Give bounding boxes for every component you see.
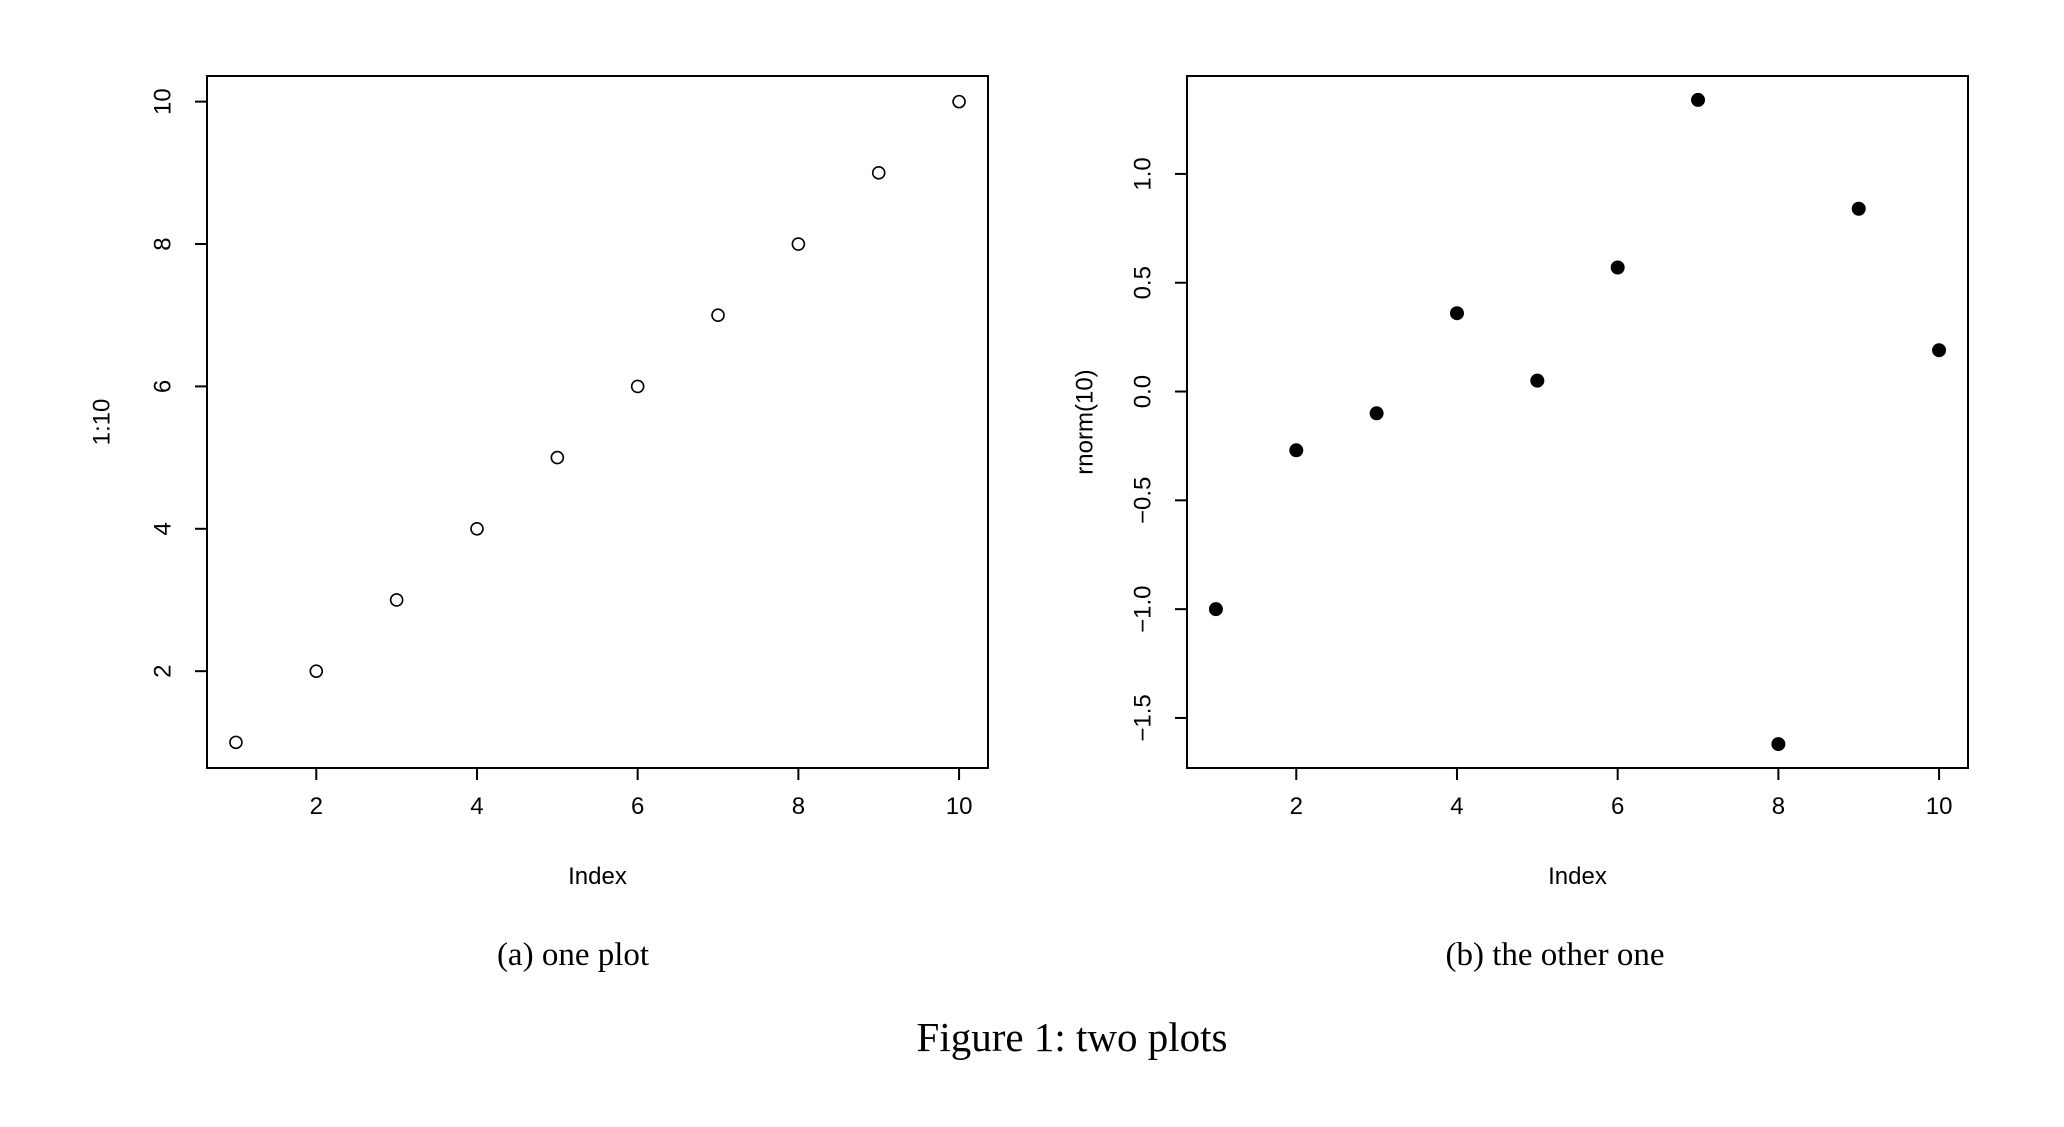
- y-tick-label: 4: [150, 522, 177, 535]
- x-tick-label: 10: [946, 793, 973, 820]
- data-point: [1530, 373, 1545, 388]
- data-point: [871, 166, 886, 180]
- plot-a: 2 4 6 8 10 2 4 6 8 10 Index 1:10: [89, 75, 989, 890]
- y-axis-label: 1:10: [89, 399, 116, 446]
- data-point: [711, 308, 725, 323]
- data-point: [550, 450, 565, 465]
- x-tick-label: 8: [1772, 793, 1785, 820]
- x-tick-label: 6: [631, 793, 644, 820]
- data-point: [1208, 602, 1223, 617]
- data-point: [630, 379, 645, 394]
- plot-frame: [206, 75, 989, 769]
- data-point: [229, 735, 243, 750]
- y-tick-label: 10: [150, 88, 177, 115]
- data-point: [791, 237, 806, 251]
- x-tick-label: 4: [470, 793, 483, 820]
- y-axis-label: rnorm(10): [1072, 369, 1099, 474]
- x-tick-label: 4: [1450, 793, 1463, 820]
- y-tick-label: 0.5: [1130, 266, 1157, 299]
- x-tick-label: 2: [310, 793, 323, 820]
- data-point: [952, 94, 966, 109]
- x-tick-label: 10: [1926, 793, 1953, 820]
- plot-b: 2 4 6 8 10 −1.5 −1.0 −0.5 0.0 0.5 1.0 Index rnorm(10…: [1072, 75, 1969, 890]
- x-axis-label: Index: [568, 863, 627, 890]
- data-point: [1691, 92, 1706, 107]
- y-tick-label: −1.5: [1130, 694, 1157, 741]
- data-point: [389, 593, 404, 607]
- x-tick-label: 2: [1290, 793, 1303, 820]
- data-point: [470, 521, 484, 536]
- data-point: [1771, 737, 1786, 752]
- subcaption-b: (b) the other one: [1446, 937, 1665, 973]
- y-tick-label: 2: [150, 664, 177, 677]
- y-tick-label: 1.0: [1130, 157, 1157, 190]
- data-point: [1289, 443, 1304, 458]
- y-tick-label: −1.0: [1130, 585, 1157, 632]
- figure-caption: Figure 1: two plots: [917, 1014, 1228, 1060]
- x-tick-label: 8: [792, 793, 805, 820]
- y-tick-label: 0.0: [1130, 375, 1157, 408]
- data-point: [1449, 306, 1464, 321]
- x-tick-label: 6: [1611, 793, 1624, 820]
- y-tick-label: −0.5: [1130, 477, 1157, 524]
- y-tick-label: 6: [150, 380, 177, 393]
- data-point: [309, 664, 324, 678]
- data-point: [1610, 260, 1625, 275]
- data-point: [1932, 343, 1947, 358]
- data-point: [1369, 406, 1384, 421]
- y-tick-label: 8: [150, 237, 177, 250]
- x-axis-label: Index: [1548, 863, 1607, 890]
- subcaption-a: (a) one plot: [497, 937, 649, 973]
- data-point: [1851, 201, 1866, 216]
- plot-frame: [1186, 75, 1969, 769]
